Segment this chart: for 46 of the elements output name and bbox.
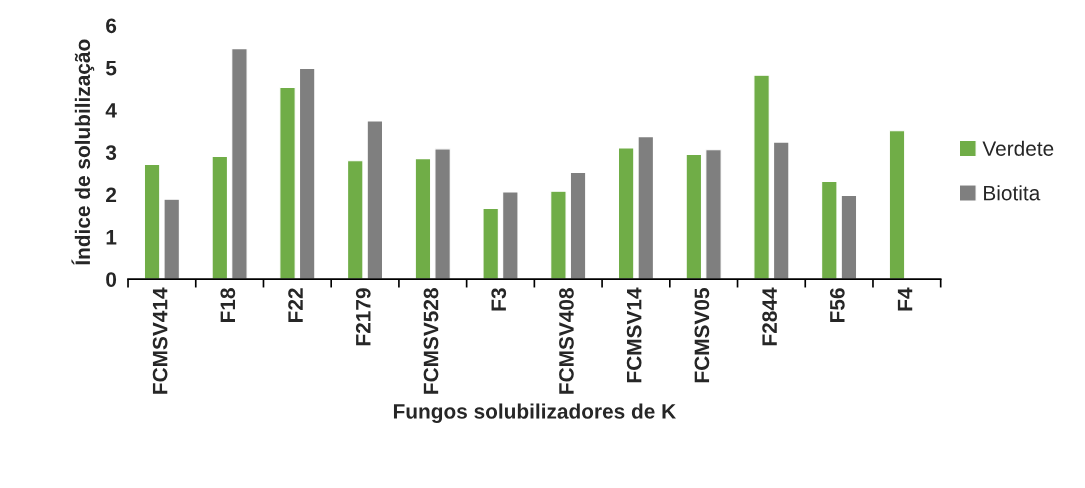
x-tick-label: FCMSV414 [152,287,168,394]
y-tick-label: 2 [106,187,117,203]
bar [617,147,635,280]
bar [434,148,451,280]
x-tick-label: FCMSV528 [423,288,439,394]
bar [821,180,838,280]
legend-label: Verdete [982,140,1054,156]
x-tick-label: FCMSV408 [559,288,574,394]
x-tick-label: FCMSV05 [694,288,710,383]
legend-label: Biotita [984,185,1041,201]
bar [772,141,790,280]
y-tick-label: 1 [106,230,117,245]
bar [163,198,180,280]
bar [502,191,519,280]
y-tick-label: 0 [106,272,117,287]
y-tick-label: 5 [105,60,117,76]
bar [840,194,858,280]
bar [298,67,316,280]
x-tick-label: F2844 [762,287,777,346]
bar [279,86,296,280]
bar [231,48,248,280]
bar [637,136,654,280]
bar [888,130,906,280]
x-tick-label: F18 [220,288,236,322]
bar [569,172,587,280]
x-tick-label: FCMSV14 [626,287,642,383]
x-tick-label: F56 [829,288,845,322]
bar [705,149,722,280]
bar [550,190,567,280]
bar [414,158,432,280]
y-tick-label: 3 [105,145,117,161]
x-axis-title: Fungos solubilizadores de K [393,403,676,423]
bar [482,207,499,280]
x-tick-label: F3 [491,288,507,311]
bar [685,153,703,280]
y-tick-label: 4 [105,103,117,118]
x-tick-label: F22 [288,288,303,322]
bar [366,120,384,280]
bar [143,163,161,280]
y-axis-title: Índice de solubilização [71,39,95,265]
bar [347,160,364,280]
x-tick-label: F4 [897,287,913,311]
x-tick-label: F2179 [355,288,371,346]
bar [211,155,229,280]
y-tick-label: 6 [106,18,117,34]
bar [753,74,770,280]
